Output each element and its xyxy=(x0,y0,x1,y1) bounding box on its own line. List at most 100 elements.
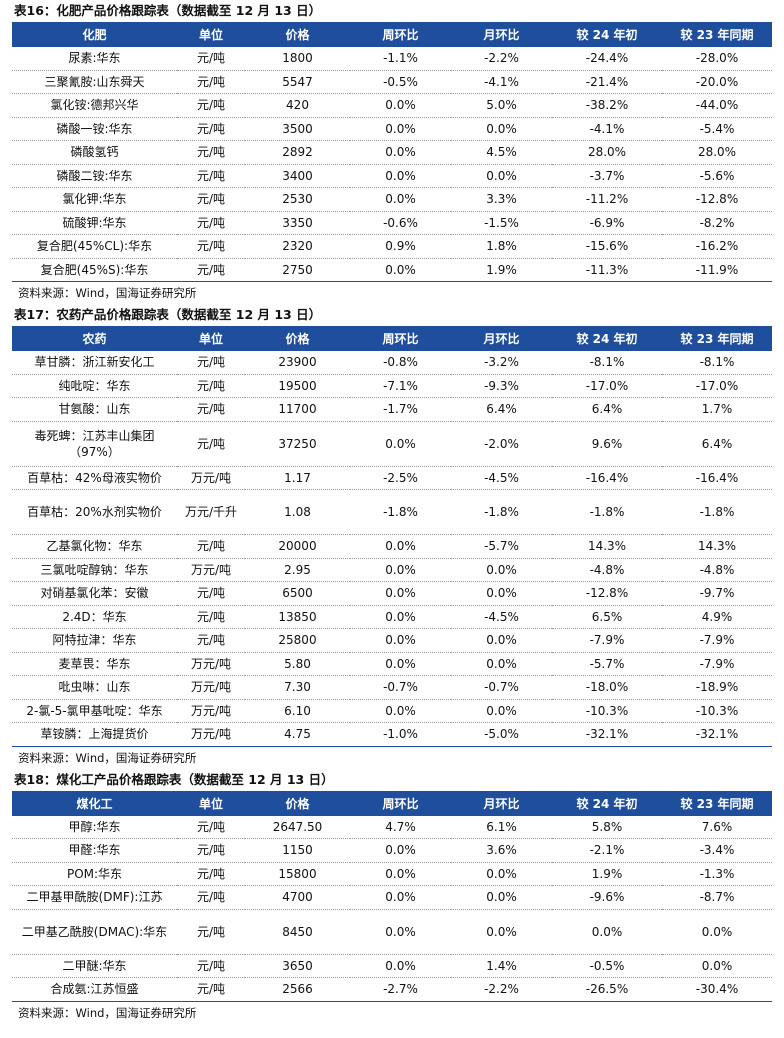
table-cell: 4.9% xyxy=(662,605,772,629)
product-name-cell: 氯化钾:华东 xyxy=(12,187,177,212)
table-cell: 元/吨 xyxy=(177,47,245,71)
table-cell: 0.0% xyxy=(451,862,552,886)
table-cell: -8.1% xyxy=(662,351,772,375)
product-name-cell: 2.4D：华东 xyxy=(12,605,177,629)
table-cell: 25800 xyxy=(245,628,350,653)
table-cell: 0.0% xyxy=(350,652,451,676)
table-cell: 0.0% xyxy=(350,605,451,629)
column-header: 较 24 年初 xyxy=(552,326,662,351)
product-name-cell: 氯化铵:德邦兴华 xyxy=(12,93,177,118)
table-row: 氯化钾:华东 元/吨 2530 0.0% 3.3% -11.2% -12.8% xyxy=(12,187,772,212)
table-cell: 0.0% xyxy=(350,187,451,212)
table-row: 甲醇:华东 元/吨 2647.50 4.7% 6.1% 5.8% 7.6% xyxy=(12,815,772,839)
table-cell: 28.0% xyxy=(552,140,662,165)
product-name-cell: 纯吡啶：华东 xyxy=(12,374,177,398)
product-name-cell: 磷酸二铵:华东 xyxy=(12,164,177,188)
table-cell: -2.2% xyxy=(451,47,552,71)
table-cell: -0.8% xyxy=(350,351,451,375)
table-cell: -1.5% xyxy=(451,211,552,235)
table-cell: 7.30 xyxy=(245,675,350,700)
table-cell: 3650 xyxy=(245,954,350,978)
table-cell: 6.4% xyxy=(662,421,772,467)
table-row: 复合肥(45%CL):华东 元/吨 2320 0.9% 1.8% -15.6% -16.2% xyxy=(12,234,772,259)
table-cell: -44.0% xyxy=(662,93,772,118)
table-cell: 0.0% xyxy=(451,581,552,606)
table-cell: 3350 xyxy=(245,211,350,235)
table-cell: 0.0% xyxy=(350,558,451,582)
table-cell: 万元/吨 xyxy=(177,558,245,582)
table-cell: -18.0% xyxy=(552,675,662,700)
table-cell: -16.4% xyxy=(662,466,772,490)
column-header: 周环比 xyxy=(350,790,451,816)
product-name-cell: 吡虫啉：山东 xyxy=(12,675,177,700)
table-cell: 1.7% xyxy=(662,397,772,422)
product-name-cell: POM:华东 xyxy=(12,862,177,886)
table-cell: -24.4% xyxy=(552,47,662,71)
table-cell: -8.1% xyxy=(552,351,662,375)
table-cell: 元/吨 xyxy=(177,70,245,94)
table-cell: 0.0% xyxy=(662,909,772,955)
column-header: 周环比 xyxy=(350,22,451,47)
table-cell: 元/吨 xyxy=(177,838,245,863)
table-header-row: 化肥 单位 价格 周环比 月环比较 24 年初较 23 年同期 xyxy=(12,22,772,47)
table-cell: 2750 xyxy=(245,258,350,282)
table-cell: 6.1% xyxy=(451,815,552,839)
table-cell: 元/吨 xyxy=(177,234,245,259)
table-cell: 11700 xyxy=(245,397,350,422)
table-cell: 6.10 xyxy=(245,699,350,723)
table-cell: 0.0% xyxy=(350,838,451,863)
table-cell: 0.0% xyxy=(350,140,451,165)
column-header: 单位 xyxy=(177,326,245,351)
table-caption: 表16：化肥产品价格跟踪表（数据截至 12 月 13 日） xyxy=(14,3,322,18)
table-cell: 0.0% xyxy=(451,909,552,955)
table-cell: 元/吨 xyxy=(177,534,245,559)
column-header: 月环比 xyxy=(451,22,552,47)
table-cell: -0.5% xyxy=(552,954,662,978)
table-cell: -3.4% xyxy=(662,838,772,863)
price-table-section: 表18：煤化工产品价格跟踪表（数据截至 12 月 13 日） 煤化工 单位 价格 周环比… xyxy=(12,769,772,1024)
table-cell: 0.0% xyxy=(451,699,552,723)
table-cell: -18.9% xyxy=(662,675,772,700)
product-name-cell: 甘氨酸：山东 xyxy=(12,397,177,422)
table-cell: 元/吨 xyxy=(177,581,245,606)
column-header: 周环比 xyxy=(350,326,451,351)
column-header: 价格 xyxy=(245,22,350,47)
table-cell: -28.0% xyxy=(662,47,772,71)
table-row: 2-氯-5-氯甲基吡啶：华东 万元/吨 6.10 0.0% 0.0% -10.3% -10.… xyxy=(12,699,772,723)
table-cell: 2647.50 xyxy=(245,815,350,839)
table-row: 阿特拉津：华东 元/吨 25800 0.0% 0.0% -7.9% -7.9% xyxy=(12,628,772,653)
price-table: 化肥 单位 价格 周环比 月环比较 24 年初较 23 年同期 尿素:华东 元/吨 1800-… xyxy=(12,22,772,282)
table-row: 吡虫啉：山东 万元/吨 7.30 -0.7% -0.7% -18.0% -18.9% xyxy=(12,675,772,700)
table-cell: 1.4% xyxy=(451,954,552,978)
product-name-cell: 硫酸钾:华东 xyxy=(12,211,177,235)
table-cell: 元/吨 xyxy=(177,862,245,886)
product-name-cell: 百草枯：42%母液实物价 xyxy=(12,466,177,490)
column-header: 较 23 年同期 xyxy=(662,326,772,351)
table-cell: 2892 xyxy=(245,140,350,165)
table-caption: 表18：煤化工产品价格跟踪表（数据截至 12 月 13 日） xyxy=(14,771,334,787)
table-cell: -2.0% xyxy=(451,421,552,467)
table-row: 百草枯：42%母液实物价 万元/吨 1.17 -2.5% -4.5% -16.4% -16.… xyxy=(12,466,772,490)
table-cell: -12.8% xyxy=(662,187,772,212)
column-header: 价格 xyxy=(245,790,350,816)
product-name-cell: 麦草畏：华东 xyxy=(12,652,177,676)
product-name-cell: 磷酸一铵:华东 xyxy=(12,117,177,141)
table-cell: 元/吨 xyxy=(177,909,245,955)
table-row: 磷酸一铵:华东 元/吨 3500 0.0% 0.0% -4.1% -5.4% xyxy=(12,117,772,141)
table-cell: 元/吨 xyxy=(177,374,245,398)
table-cell: 1.08 xyxy=(245,489,350,535)
price-table-section: 表16：化肥产品价格跟踪表（数据截至 12 月 13 日） 化肥 单位 价格 周环比 月环… xyxy=(12,0,772,304)
price-table: 农药 单位 价格 周环比 月环比较 24 年初较 23 年同期 草甘膦：浙江新安化工 元/吨… xyxy=(12,326,772,747)
table-row: 麦草畏：华东 万元/吨 5.80 0.0% 0.0% -5.7% -7.9% xyxy=(12,652,772,676)
table-cell: 0.0% xyxy=(350,628,451,653)
table-cell: -2.5% xyxy=(350,466,451,490)
table-cell: -2.1% xyxy=(552,838,662,863)
table-cell: 0.0% xyxy=(350,581,451,606)
table-cell: -1.1% xyxy=(350,47,451,71)
table-cell: -20.0% xyxy=(662,70,772,94)
table-cell: 元/吨 xyxy=(177,954,245,978)
table-cell: 万元/吨 xyxy=(177,466,245,490)
table-cell: 元/吨 xyxy=(177,164,245,188)
product-name-cell: 复合肥(45%S):华东 xyxy=(12,258,177,282)
